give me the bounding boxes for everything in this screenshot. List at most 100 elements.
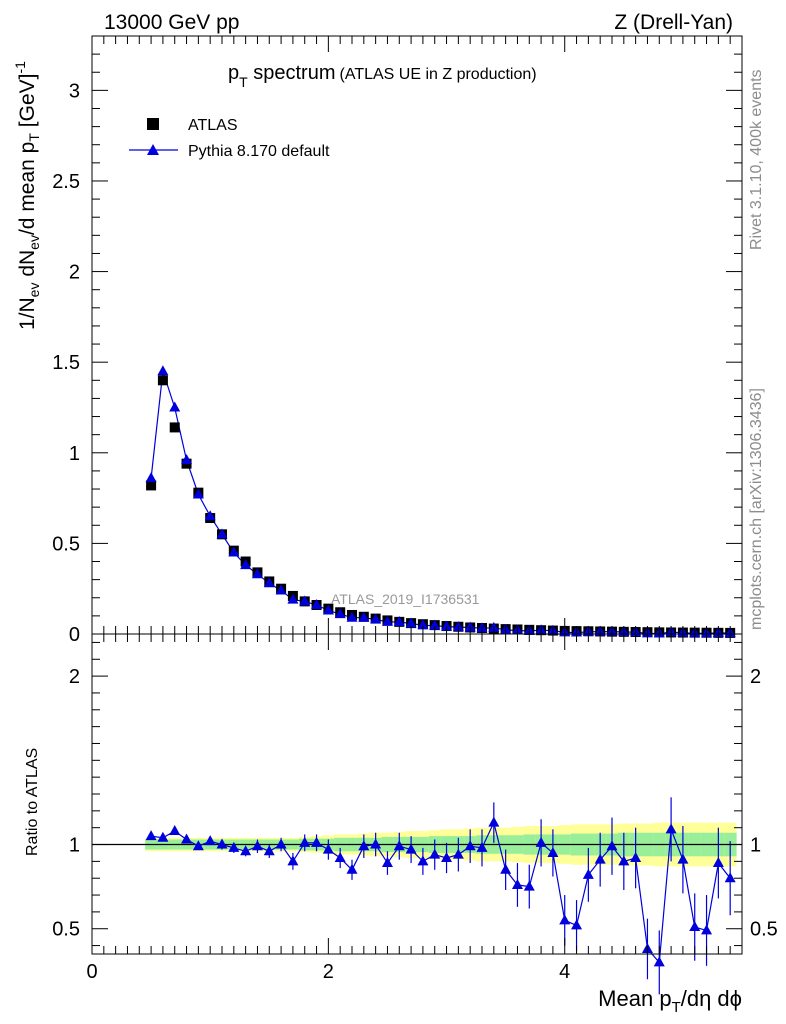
ratio-point bbox=[287, 855, 299, 866]
atlas-data-point bbox=[169, 422, 180, 433]
legend-pythia-marker bbox=[147, 144, 159, 155]
ylabel-s2: ev bbox=[26, 235, 42, 250]
ratio-y-tick-label: 0.5 bbox=[52, 919, 80, 941]
ylabel-sup: -1 bbox=[12, 61, 28, 74]
ratio-frame bbox=[91, 633, 743, 955]
ratio-point bbox=[370, 838, 382, 849]
main-y-tick-label: 1.5 bbox=[52, 352, 80, 374]
pythia-data-point bbox=[429, 619, 441, 630]
analysis-label: ATLAS_2019_I1736531 bbox=[331, 591, 480, 607]
pythia-data-point bbox=[299, 595, 311, 606]
ratio-point bbox=[263, 845, 275, 856]
main-axis-ticks: 0 0.5 1 1.5 2 2.5 3 bbox=[52, 35, 743, 646]
energy-label: 13000 GeV pp bbox=[104, 11, 239, 34]
ylabel-p1: 1/N bbox=[16, 297, 39, 330]
ratio-point bbox=[346, 863, 358, 874]
pythia-data-point bbox=[181, 454, 193, 465]
ratio-point bbox=[334, 852, 346, 862]
pythia-data-point bbox=[263, 577, 275, 588]
ratio-y-tick-label-right: 2 bbox=[750, 666, 761, 688]
ratio-axis-ticks: 0 2 4 0.5 0.5 1 1 2 2 bbox=[52, 634, 778, 983]
x-tick-label: 0 bbox=[86, 961, 97, 983]
ratio-point bbox=[689, 921, 701, 932]
ratio-point bbox=[511, 878, 523, 889]
ratio-point bbox=[181, 833, 193, 844]
ratio-point bbox=[405, 843, 417, 854]
pythia-data-point bbox=[275, 584, 287, 595]
x-axis-label: Mean pT/dη dϕ bbox=[598, 986, 742, 1016]
ratio-point bbox=[169, 825, 181, 836]
pythia-data-point bbox=[393, 616, 405, 627]
ratio-panel: 0 2 4 0.5 0.5 1 1 2 2 bbox=[52, 633, 778, 995]
ratio-point bbox=[464, 840, 476, 851]
rivet-label: Rivet 3.1.10, 400k events bbox=[748, 69, 765, 250]
ratio-point bbox=[322, 843, 334, 854]
ratio-point bbox=[547, 846, 559, 857]
ylabel-p2: dN bbox=[16, 250, 39, 283]
ratio-point bbox=[559, 914, 571, 925]
pythia-data-point bbox=[417, 619, 429, 630]
ratio-plot-marks bbox=[92, 797, 742, 995]
plot-title-note: (ATLAS UE in Z production) bbox=[340, 66, 537, 83]
pythia-data-point bbox=[157, 365, 169, 376]
ratio-point bbox=[488, 816, 500, 827]
ratio-point bbox=[630, 852, 642, 862]
ratio-point bbox=[157, 831, 169, 842]
ratio-y-tick-label: 1 bbox=[69, 835, 80, 857]
ratio-point bbox=[724, 872, 736, 883]
atlas-data-point bbox=[157, 375, 168, 386]
pythia-data-point bbox=[204, 510, 216, 521]
ratio-point bbox=[535, 836, 547, 847]
ratio-y-tick-label-right: 0.5 bbox=[750, 919, 778, 941]
pythia-data-point bbox=[169, 401, 181, 412]
pythia-data-point bbox=[346, 611, 358, 622]
ratio-point bbox=[145, 830, 157, 841]
main-panel: 0 0.5 1 1.5 2 2.5 3 bbox=[52, 35, 743, 646]
ratio-point bbox=[582, 868, 594, 879]
legend-pythia-label: Pythia 8.170 default bbox=[188, 143, 330, 160]
pythia-data-point bbox=[334, 608, 346, 619]
mcplots-label: mcplots.cern.ch [arXiv:1306.3436] bbox=[748, 388, 765, 630]
legend: ATLAS Pythia 8.170 default bbox=[129, 117, 330, 160]
main-y-tick-label: 0 bbox=[69, 624, 80, 646]
ylabel-s3: T bbox=[26, 133, 42, 142]
atlas-data-point bbox=[146, 480, 157, 491]
ratio-point bbox=[712, 857, 724, 868]
pythia-data-point bbox=[192, 488, 204, 499]
ratio-y-tick-label-right: 1 bbox=[750, 835, 761, 857]
ratio-point bbox=[606, 840, 618, 851]
ratio-point bbox=[192, 840, 204, 851]
x-tick-label: 4 bbox=[559, 961, 570, 983]
ratio-point bbox=[429, 848, 441, 859]
ratio-point bbox=[381, 857, 393, 868]
ratio-point bbox=[618, 855, 630, 866]
ratio-point bbox=[701, 924, 713, 935]
ratio-point bbox=[216, 838, 228, 849]
legend-atlas-marker bbox=[147, 118, 159, 130]
xlabel-b: /dη dϕ bbox=[681, 986, 742, 1011]
ratio-y-tick-label: 2 bbox=[69, 666, 80, 688]
ylabel-p4: [GeV] bbox=[16, 74, 39, 134]
ratio-point bbox=[240, 845, 252, 856]
main-y-tick-label: 2.5 bbox=[52, 171, 80, 193]
x-tick-label: 2 bbox=[323, 961, 334, 983]
ratio-point bbox=[299, 836, 311, 847]
pythia-data-point bbox=[311, 599, 323, 610]
pythia-data-point bbox=[370, 613, 382, 624]
pythia-data-point bbox=[441, 620, 453, 631]
pythia-data-point bbox=[405, 617, 417, 628]
ratio-point bbox=[452, 848, 464, 859]
xlabel-sub: T bbox=[672, 999, 681, 1016]
ratio-point bbox=[228, 841, 240, 852]
main-y-tick-label: 2 bbox=[69, 262, 80, 284]
ratio-point bbox=[311, 836, 323, 847]
pythia-data-point bbox=[358, 611, 370, 622]
ratio-point bbox=[476, 841, 488, 852]
ratio-point bbox=[594, 853, 606, 864]
ratio-point bbox=[251, 840, 263, 851]
ratio-point bbox=[665, 823, 677, 834]
plot-title-sub: T bbox=[239, 74, 248, 90]
ratio-point bbox=[358, 840, 370, 851]
pythia-data-point bbox=[287, 593, 299, 604]
